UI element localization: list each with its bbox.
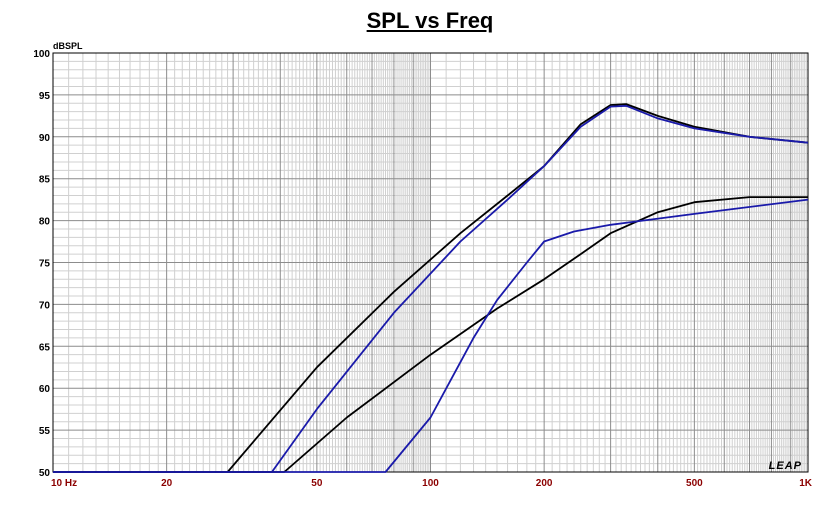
y-tick-label: 85 xyxy=(39,175,51,186)
y-tick-label: 95 xyxy=(39,91,51,102)
y-tick-label: 65 xyxy=(39,342,51,353)
plot-frame xyxy=(52,52,809,473)
y-tick-label: 50 xyxy=(39,468,51,479)
y-tick-labels: 50 55 60 65 70 75 80 85 90 95 100 xyxy=(33,49,50,479)
chart-title: SPL vs Freq xyxy=(366,8,494,33)
y-tick-label: 80 xyxy=(39,217,51,228)
x-tick-label: 10 Hz xyxy=(51,478,77,489)
series-line-4 xyxy=(53,198,809,473)
x-tick-labels: 10 Hz 20 50 100 200 500 1K xyxy=(51,478,813,489)
x-tick-label: 20 xyxy=(161,478,173,489)
y-tick-label: 60 xyxy=(39,384,51,395)
major-gridlines xyxy=(52,52,809,473)
series-line-2 xyxy=(53,104,809,473)
series-line-3 xyxy=(53,196,808,473)
y-axis-label: dBSPL xyxy=(53,41,83,51)
y-tick-label: 70 xyxy=(39,300,51,311)
x-tick-label: 500 xyxy=(686,478,703,489)
y-tick-label: 100 xyxy=(33,49,50,60)
y-tick-label: 55 xyxy=(39,426,51,437)
x-tick-label: 50 xyxy=(311,478,323,489)
x-tick-label: 100 xyxy=(422,478,439,489)
y-tick-label: 75 xyxy=(39,259,51,270)
x-tick-label: 1K xyxy=(799,478,813,489)
y-tick-label: 90 xyxy=(39,133,51,144)
series-layer xyxy=(53,103,809,473)
x-tick-label: 200 xyxy=(536,478,553,489)
leap-logo: LEAP xyxy=(769,460,802,472)
